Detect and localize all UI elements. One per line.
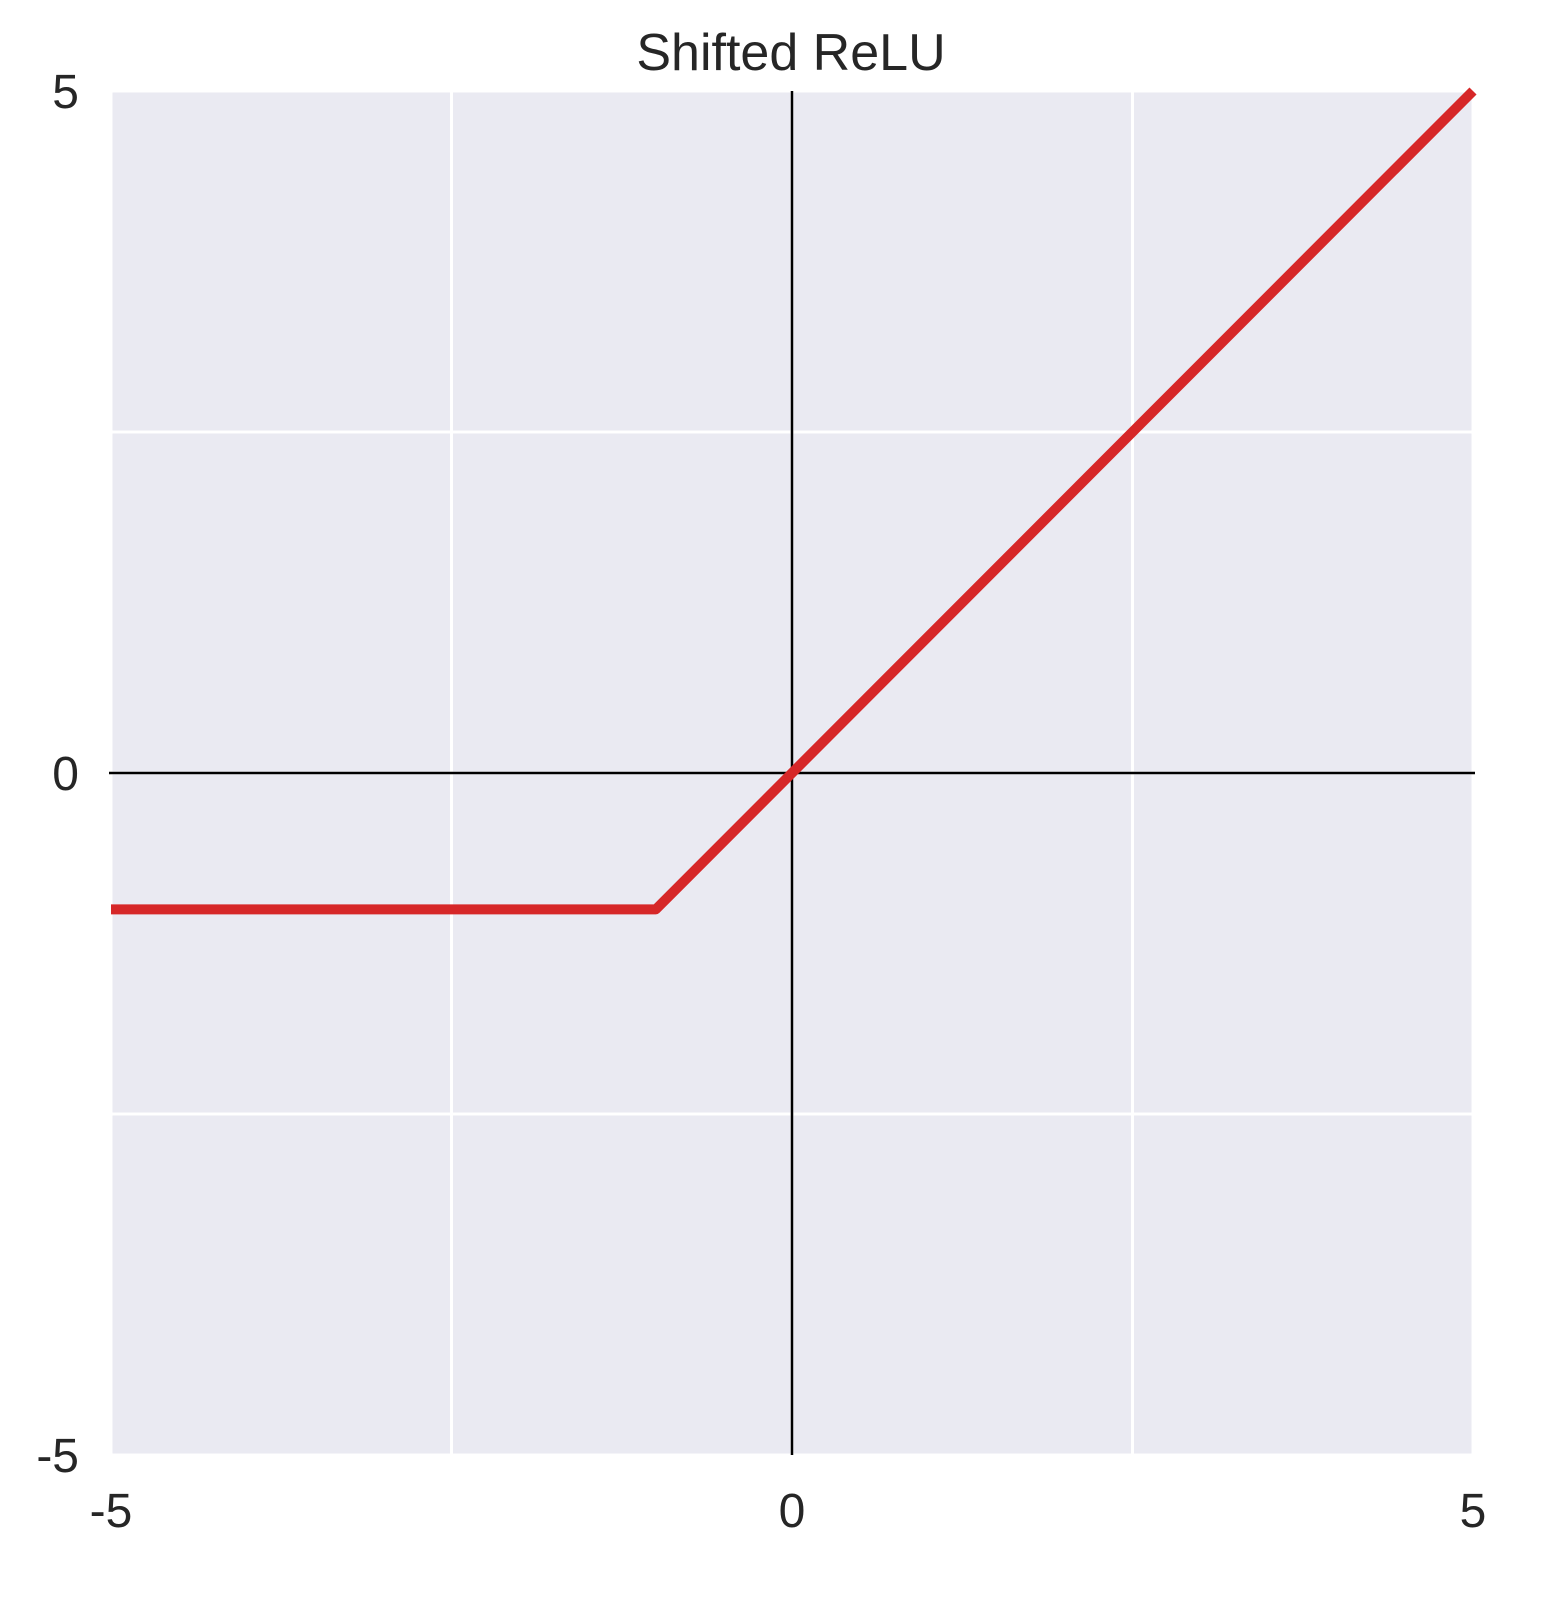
- tick-labels: -5 0 5 5 0 -5: [36, 66, 1486, 1538]
- chart-title: Shifted ReLU: [636, 24, 945, 82]
- x-tick-label-0: -5: [90, 1485, 133, 1538]
- x-tick-label-1: 0: [779, 1485, 806, 1538]
- y-tick-label-1: 0: [52, 748, 79, 801]
- y-tick-label-2: -5: [36, 1430, 79, 1483]
- series-line-0: [111, 87, 1477, 915]
- y-tick-label-0: 5: [52, 66, 79, 119]
- x-tick-label-2: 5: [1460, 1485, 1487, 1538]
- series-layer: [111, 87, 1477, 915]
